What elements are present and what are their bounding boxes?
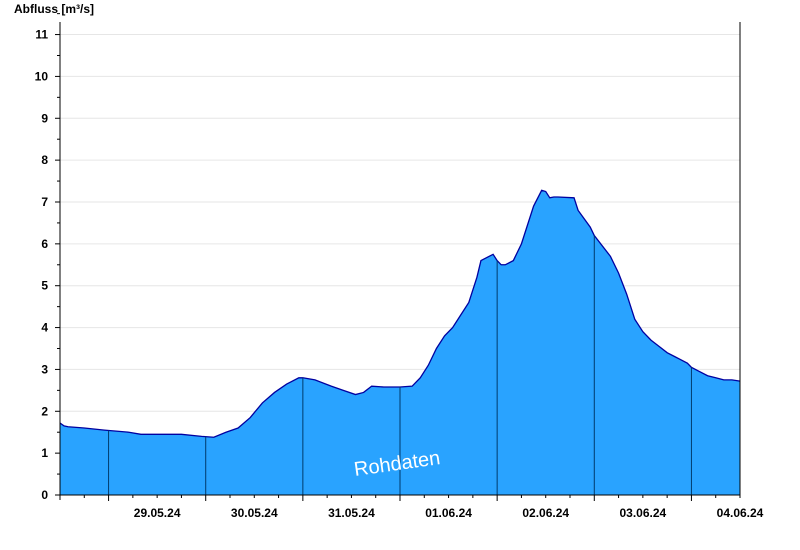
- y-tick-label: 5: [41, 279, 48, 293]
- y-tick-label: 0: [41, 488, 48, 502]
- x-axis-ticks: 29.05.24 30.05.24 31.05.24 01.06.24 02.06.24…: [59, 495, 764, 520]
- y-tick-label: 1: [41, 446, 48, 460]
- grid-lines: [60, 34, 740, 454]
- x-tick-label: 02.06.24: [522, 506, 569, 520]
- y-tick-label: 3: [41, 362, 48, 376]
- x-tick-label: 03.06.24: [619, 506, 666, 520]
- x-tick-label: 31.05.24: [328, 506, 375, 520]
- y-tick-label: 7: [41, 195, 48, 209]
- x-tick-label: 30.05.24: [231, 506, 278, 520]
- y-tick-label: 4: [41, 321, 48, 335]
- x-tick-label: 29.05.24: [134, 506, 181, 520]
- y-tick-label: 2: [41, 404, 48, 418]
- x-tick-label: 01.06.24: [425, 506, 472, 520]
- discharge-area: [60, 190, 740, 495]
- y-tick-label: 6: [41, 237, 48, 251]
- x-tick-label: 04.06.24: [717, 506, 764, 520]
- y-tick-label: 9: [41, 111, 48, 125]
- day-separator-lines: [108, 235, 692, 495]
- y-axis-label: Abfluss [m³/s]: [14, 2, 94, 16]
- discharge-line: [59, 189, 741, 438]
- y-tick-label: 10: [35, 69, 49, 83]
- y-tick-label: 11: [35, 28, 48, 42]
- y-axis-ticks: 0 1 2 3 4 5 6 7 8 9 10 11: [35, 13, 60, 502]
- y-tick-label: 8: [41, 153, 48, 167]
